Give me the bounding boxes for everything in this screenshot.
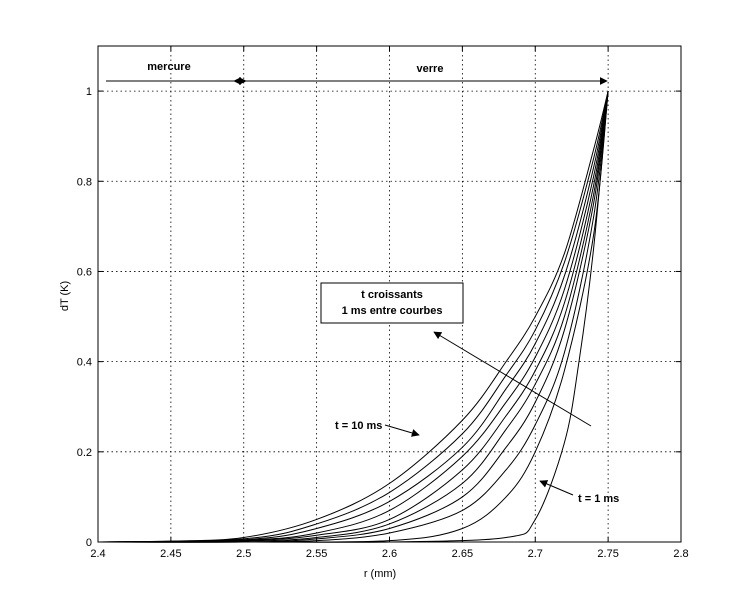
- verre-label: verre: [417, 63, 444, 75]
- x-tick-label: 2.6: [382, 548, 397, 560]
- curve-t-7ms: [97, 91, 609, 543]
- curve-t-9ms: [97, 90, 609, 543]
- curves: [97, 90, 609, 543]
- y-tick-label: 0.4: [77, 357, 92, 369]
- axis-ticks: 2.4 2.45 2.5 2.55 2.6 2.65 2.7 2.75 2.8 0 0.2 0.4 0.…: [77, 46, 689, 560]
- increasing-t-arrow: [433, 331, 592, 427]
- curve-t-8ms: [97, 90, 609, 543]
- info-box: [320, 282, 464, 324]
- t10-arrow: [384, 424, 420, 437]
- x-tick-label: 2.55: [306, 548, 327, 560]
- x-tick-label: 2.7: [528, 548, 543, 560]
- info-box-line2: 1 ms entre courbes: [342, 305, 443, 317]
- curve-t-6ms: [97, 91, 609, 543]
- t1-arrow: [539, 480, 574, 496]
- y-tick-label: 0.2: [77, 447, 92, 459]
- x-tick-label: 2.8: [673, 548, 688, 560]
- y-tick-label: 0.6: [77, 266, 92, 278]
- y-axis-label: dT (K): [59, 281, 71, 311]
- x-tick-label: 2.75: [597, 548, 618, 560]
- curve-t-4ms: [97, 91, 609, 543]
- x-tick-label: 2.65: [452, 548, 473, 560]
- y-tick-label: 1: [86, 86, 92, 98]
- curve-t-10ms: [97, 90, 609, 543]
- x-tick-label: 2.4: [90, 548, 105, 560]
- curve-t-5ms: [97, 91, 609, 543]
- mercure-label: mercure: [147, 61, 190, 73]
- t10-label: t = 10 ms: [335, 420, 382, 432]
- y-tick-label: 0.8: [77, 176, 92, 188]
- x-axis-label: r (mm): [364, 568, 396, 580]
- x-tick-label: 2.5: [236, 548, 251, 560]
- x-tick-label: 2.45: [160, 548, 181, 560]
- info-box-line1: t croissants: [361, 289, 423, 301]
- t1-label: t = 1 ms: [578, 493, 619, 505]
- y-tick-label: 0: [86, 537, 92, 549]
